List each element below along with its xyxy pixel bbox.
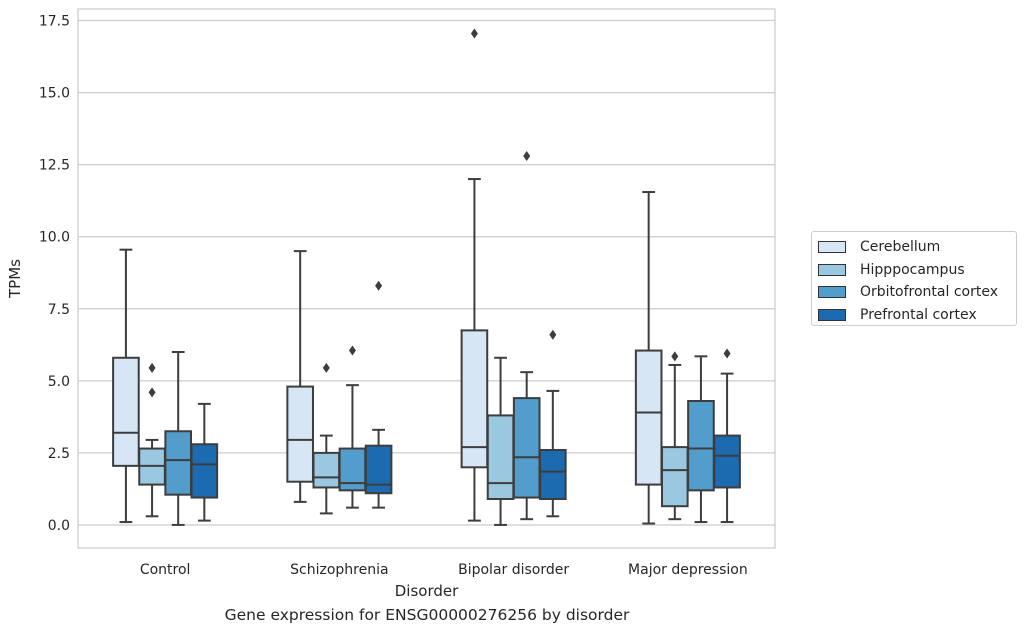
plot-frame [77, 8, 776, 549]
y-axis-label: TPMs [6, 259, 24, 299]
box-orbitofrontal-cortex [687, 355, 715, 524]
box [364, 444, 393, 495]
box [312, 451, 341, 489]
box-cerebellum [460, 28, 489, 522]
outlier-point [549, 329, 557, 340]
x-tick-label: Control [140, 562, 191, 578]
box-prefrontal-cortex [364, 280, 393, 509]
x-tick-label: Major depression [628, 562, 748, 578]
box-prefrontal-cortex [539, 329, 567, 518]
box-orbitofrontal-cortex [338, 345, 367, 509]
outlier-point [723, 348, 731, 359]
legend-item: Hipppocampus [818, 259, 1016, 282]
box [539, 449, 567, 500]
box [112, 356, 140, 467]
legend-swatch [818, 308, 846, 321]
outlier-point [470, 28, 478, 39]
legend-label: Cerebellum [860, 239, 941, 256]
legend-swatch [818, 286, 846, 299]
box-prefrontal-cortex [713, 348, 741, 524]
y-tick-label: 12.5 [39, 158, 70, 174]
box-groups [112, 28, 741, 526]
box [687, 400, 715, 492]
box [713, 434, 741, 489]
legend-item: Prefrontal cortex [818, 304, 1016, 327]
figure-caption: Gene expression for ENSG00000276256 by d… [224, 606, 630, 624]
y-tick-label: 2.5 [48, 446, 70, 462]
legend-swatch [818, 263, 846, 276]
box [190, 443, 219, 499]
y-tick-label: 17.5 [39, 14, 70, 30]
box [164, 430, 193, 496]
legend-item: Orbitofrontal cortex [818, 281, 1016, 304]
y-tick-label: 7.5 [48, 302, 70, 318]
x-tick-labels: Control Schizophrenia Bipolar disorder Majo… [140, 562, 748, 578]
outlier-point [148, 362, 156, 373]
box [460, 329, 489, 469]
outlier-point [375, 280, 383, 291]
box [634, 349, 663, 486]
legend-label: Prefrontal cortex [860, 306, 977, 323]
legend-swatch [818, 241, 846, 254]
x-tick-label: Schizophrenia [290, 562, 388, 578]
legend-label: Hipppocampus [860, 261, 965, 278]
box-orbitofrontal-cortex [512, 151, 541, 521]
box [486, 414, 515, 501]
box [512, 397, 541, 499]
box-prefrontal-cortex [190, 402, 219, 522]
box-hipppocampus [486, 356, 515, 526]
y-tick-label: 15.0 [39, 86, 70, 102]
x-axis-label: Disorder [395, 582, 459, 600]
box-hipppocampus [138, 362, 166, 518]
legend-item: Cerebellum [818, 236, 1016, 259]
y-tick-label: 0.0 [48, 518, 70, 534]
box-hipppocampus [660, 351, 689, 521]
outlier-point [671, 351, 679, 362]
box-orbitofrontal-cortex [164, 351, 193, 526]
y-tick-labels: 0.0 2.5 5.0 7.5 10.0 12.5 15.0 17.5 [39, 14, 70, 534]
box-hipppocampus [312, 362, 341, 515]
box-cerebellum [286, 250, 314, 503]
box-cerebellum [112, 248, 140, 524]
legend-label: Orbitofrontal cortex [860, 284, 998, 301]
box [660, 446, 689, 508]
box [286, 385, 314, 483]
x-tick-label: Bipolar disorder [458, 562, 569, 578]
box-cerebellum [634, 191, 663, 525]
y-tick-label: 5.0 [48, 374, 70, 390]
outlier-point [322, 362, 330, 373]
outlier-point [523, 151, 531, 161]
outlier-point [148, 387, 156, 398]
outlier-point [348, 345, 356, 356]
y-tick-label: 10.0 [39, 230, 70, 246]
legend: Cerebellum Hipppocampus Orbitofrontal cort… [811, 231, 1017, 326]
